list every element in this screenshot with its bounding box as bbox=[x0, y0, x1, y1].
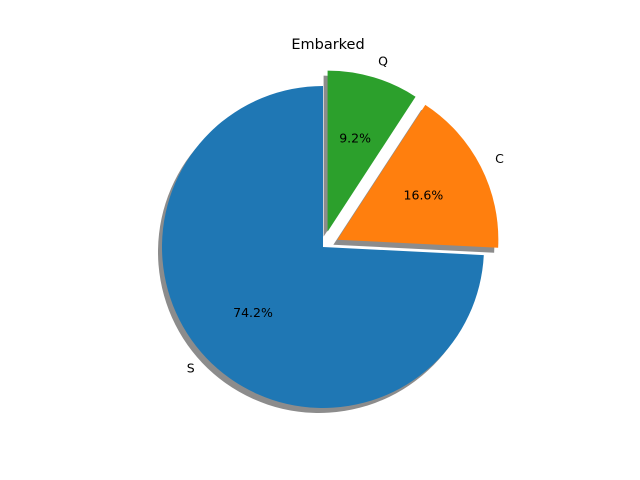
slice-layer bbox=[162, 70, 499, 408]
pct-label-c: 16.6% bbox=[404, 187, 444, 202]
pie-slice-q bbox=[327, 70, 416, 232]
pie-slice-s bbox=[162, 86, 484, 408]
slice-label-q: Q bbox=[378, 53, 388, 68]
pie-slice-c bbox=[337, 104, 499, 248]
pct-label-s: 74.2% bbox=[233, 305, 273, 320]
label-layer: S 74.2% C 16.6% Q 9.2% bbox=[187, 53, 504, 375]
slice-label-c: C bbox=[495, 151, 504, 166]
chart-title: Embarked bbox=[291, 37, 364, 53]
pct-label-q: 9.2% bbox=[339, 130, 371, 145]
slice-label-s: S bbox=[187, 361, 195, 376]
